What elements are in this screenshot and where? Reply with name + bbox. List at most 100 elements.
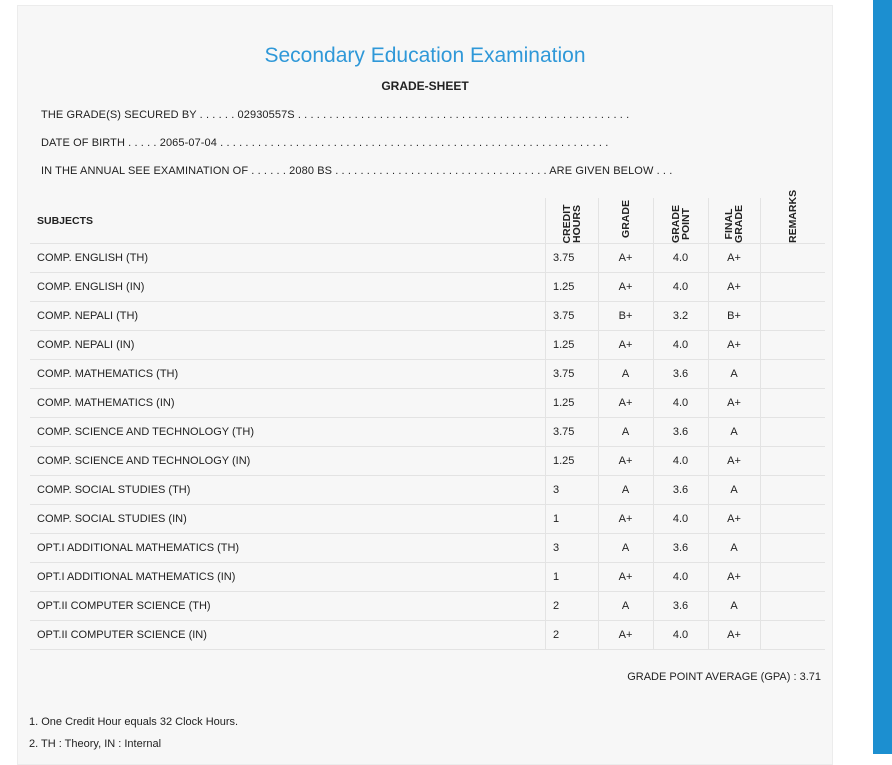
grade-point: 4.0 (672, 281, 689, 293)
footnote: 2. TH : Theory, IN : Internal (29, 738, 162, 750)
subject: COMP. ENGLISH (IN) (37, 281, 145, 293)
side-bar (873, 0, 892, 754)
grade: A (621, 542, 630, 554)
row-line (30, 446, 825, 447)
final-grade: A+ (727, 339, 741, 351)
row-line (30, 475, 825, 476)
credit-hours: 2 (553, 600, 560, 612)
credit-hours: 2 (553, 629, 560, 641)
final-grade: B+ (727, 310, 741, 322)
row-line (30, 649, 825, 650)
final-grade: A (730, 600, 738, 612)
column-line (760, 198, 761, 649)
grade: A (621, 484, 630, 496)
subject: OPT.II COMPUTER SCIENCE (IN) (37, 629, 207, 641)
row-line (30, 330, 825, 331)
credit-hours: 1 (553, 571, 560, 583)
grade: A+ (618, 629, 633, 641)
grade-point: 3.6 (672, 542, 689, 554)
info-line: THE GRADE(S) SECURED BY . . . . . . 0293… (41, 109, 630, 121)
final-grade: A+ (727, 281, 741, 293)
grade-sheet-panel (17, 5, 833, 765)
row-line (30, 359, 825, 360)
row-line (30, 591, 825, 592)
final-grade: A (730, 426, 738, 438)
grade-point: 3.6 (672, 600, 689, 612)
subject: OPT.I ADDITIONAL MATHEMATICS (TH) (37, 542, 240, 554)
subject: COMP. NEPALI (IN) (37, 339, 135, 351)
column-header: GRADE (619, 200, 632, 238)
grade-point: 4.0 (672, 339, 689, 351)
grade: A+ (618, 252, 633, 264)
credit-hours: 3.75 (553, 310, 575, 322)
info-line: IN THE ANNUAL SEE EXAMINATION OF . . . .… (41, 165, 673, 177)
column-header: GRADE POINT (669, 205, 692, 243)
row-line (30, 504, 825, 505)
grade: A (621, 368, 630, 380)
column-header: CREDIT HOURS (560, 204, 583, 244)
subject: COMP. SCIENCE AND TECHNOLOGY (IN) (37, 455, 251, 467)
final-grade: A+ (727, 571, 741, 583)
subject: COMP. SOCIAL STUDIES (IN) (37, 513, 187, 525)
subject: COMP. MATHEMATICS (TH) (37, 368, 179, 380)
final-grade: A (730, 368, 738, 380)
grade: A (621, 426, 630, 438)
row-line (30, 533, 825, 534)
final-grade: A+ (727, 397, 741, 409)
credit-hours: 3 (553, 484, 560, 496)
column-line (598, 198, 599, 649)
row-line (30, 272, 825, 273)
subject: OPT.I ADDITIONAL MATHEMATICS (IN) (37, 571, 236, 583)
grade-point: 4.0 (672, 252, 689, 264)
subject: COMP. SCIENCE AND TECHNOLOGY (TH) (37, 426, 254, 438)
credit-hours: 1.25 (553, 339, 575, 351)
subtitle: GRADE-SHEET (381, 79, 469, 93)
row-line (30, 243, 825, 244)
grade-point: 3.6 (672, 368, 689, 380)
grade-point: 4.0 (672, 571, 689, 583)
final-grade: A+ (727, 513, 741, 525)
info-line: DATE OF BIRTH . . . . . 2065-07-04 . . .… (41, 137, 609, 149)
subject: COMP. NEPALI (TH) (37, 310, 139, 322)
grade-point: 4.0 (672, 513, 689, 525)
grade-point: 3.2 (672, 310, 689, 322)
row-line (30, 562, 825, 563)
column-line (708, 198, 709, 649)
row-line (30, 301, 825, 302)
grade-point: 3.6 (672, 426, 689, 438)
grade: A+ (618, 281, 633, 293)
final-grade: A (730, 542, 738, 554)
title: Secondary Education Examination (264, 44, 586, 67)
row-line (30, 388, 825, 389)
grade-point: 3.6 (672, 484, 689, 496)
final-grade: A+ (727, 629, 741, 641)
credit-hours: 3.75 (553, 252, 575, 264)
footnote: 1. One Credit Hour equals 32 Clock Hours… (29, 716, 239, 728)
gpa: GRADE POINT AVERAGE (GPA) : 3.71 (627, 671, 821, 683)
grade: A+ (618, 339, 633, 351)
grade: A+ (618, 397, 633, 409)
credit-hours: 1 (553, 513, 560, 525)
grade-point: 4.0 (672, 455, 689, 467)
final-grade: A (730, 484, 738, 496)
column-header: FINAL GRADE (723, 205, 745, 243)
subject: COMP. MATHEMATICS (IN) (37, 397, 175, 409)
row-line (30, 417, 825, 418)
grade: A+ (618, 455, 633, 467)
credit-hours: 3.75 (553, 426, 575, 438)
column-header: SUBJECTS (37, 215, 94, 227)
column-line (653, 198, 654, 649)
subject: COMP. SOCIAL STUDIES (TH) (37, 484, 191, 496)
grade: B+ (618, 310, 633, 322)
grade-point: 4.0 (672, 397, 689, 409)
grade: A (621, 600, 630, 612)
credit-hours: 1.25 (553, 455, 575, 467)
credit-hours: 3.75 (553, 368, 575, 380)
subject: OPT.II COMPUTER SCIENCE (TH) (37, 600, 211, 612)
grade: A+ (618, 571, 633, 583)
column-header: REMARKS (786, 189, 799, 243)
final-grade: A+ (727, 455, 741, 467)
final-grade: A+ (727, 252, 741, 264)
credit-hours: 1.25 (553, 281, 575, 293)
